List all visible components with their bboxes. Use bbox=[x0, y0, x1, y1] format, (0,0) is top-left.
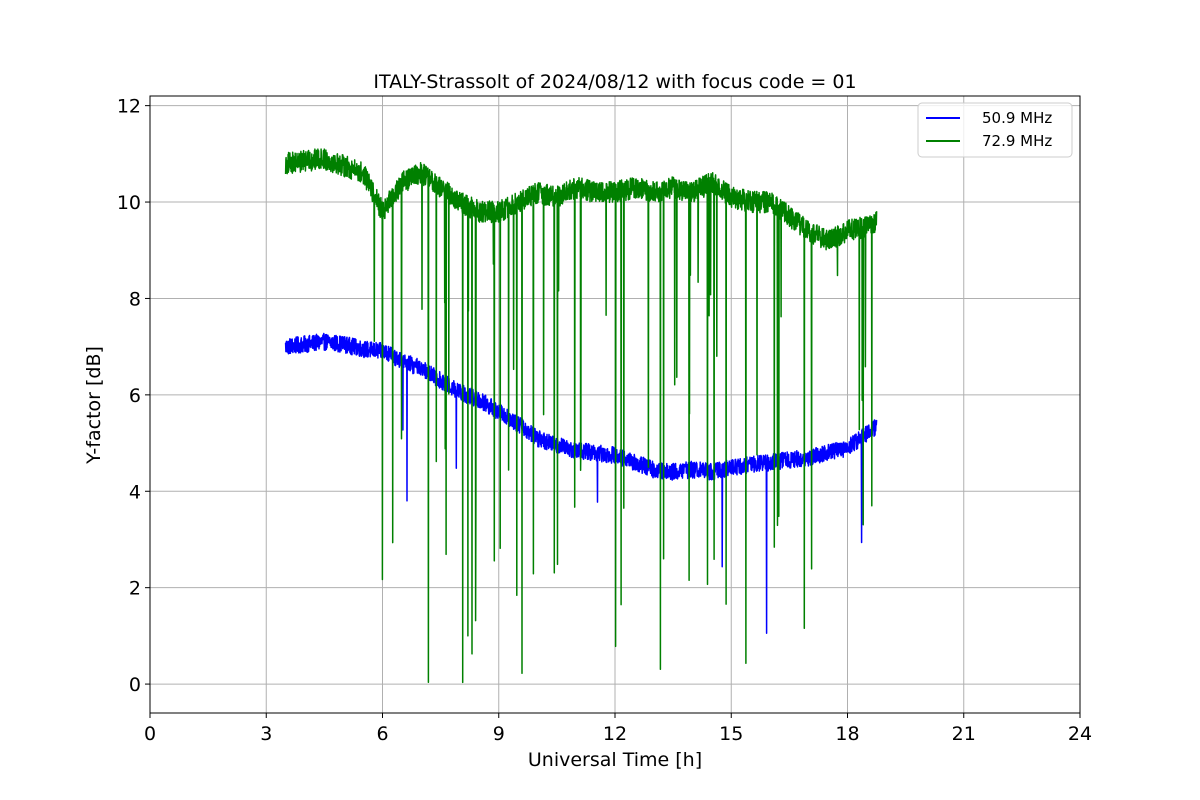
y-tick-label: 8 bbox=[129, 288, 141, 310]
chart-title: ITALY-Strassolt of 2024/08/12 with focus… bbox=[373, 71, 856, 93]
y-tick-label: 12 bbox=[117, 96, 141, 118]
x-tick-label: 3 bbox=[260, 723, 272, 745]
legend-box bbox=[917, 102, 1073, 158]
y-tick-label: 2 bbox=[129, 578, 141, 600]
x-tick-label: 6 bbox=[376, 723, 388, 745]
plot-series bbox=[284, 148, 878, 684]
x-tick-label: 15 bbox=[719, 723, 743, 745]
y-tick-label: 10 bbox=[117, 192, 141, 214]
legend-label: 72.9 MHz bbox=[982, 132, 1052, 150]
legend-label: 50.9 MHz bbox=[982, 109, 1052, 127]
series-line-2 bbox=[284, 148, 878, 684]
y-axis-label: Y-factor [dB] bbox=[83, 346, 105, 465]
y-tick-label: 0 bbox=[129, 674, 141, 696]
x-tick-label: 9 bbox=[493, 723, 505, 745]
x-tick-label: 12 bbox=[603, 723, 627, 745]
legend: 50.9 MHz 72.9 MHz bbox=[917, 102, 1073, 158]
y-tick-label: 4 bbox=[129, 481, 141, 503]
x-axis-label: Universal Time [h] bbox=[528, 749, 702, 771]
y-tick-label: 6 bbox=[129, 385, 141, 407]
x-tick-label: 21 bbox=[952, 723, 976, 745]
x-tick-label: 18 bbox=[835, 723, 859, 745]
x-tick-label: 24 bbox=[1068, 723, 1092, 745]
x-tick-label: 0 bbox=[144, 723, 156, 745]
